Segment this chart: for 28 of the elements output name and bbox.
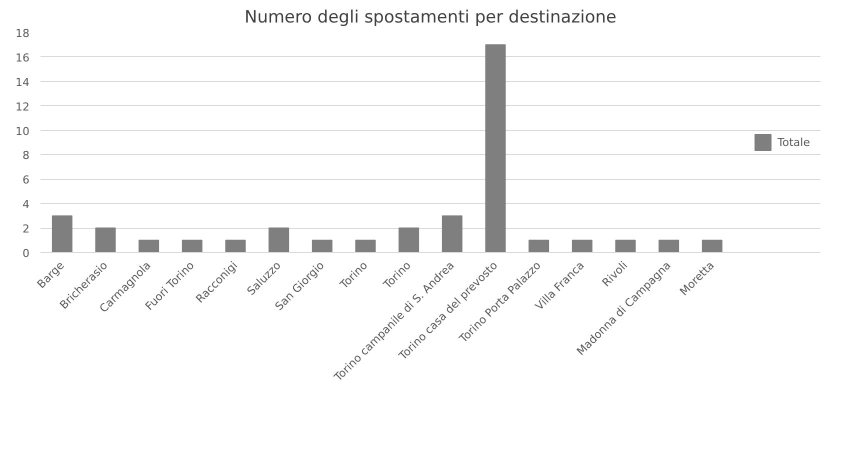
bar xyxy=(658,240,680,252)
bar xyxy=(442,215,462,252)
y-tick-label: 4 xyxy=(22,198,30,212)
legend-label: Totale xyxy=(778,136,810,148)
bar xyxy=(398,228,420,252)
bar xyxy=(528,240,550,252)
bar xyxy=(355,240,376,252)
bar xyxy=(312,240,332,252)
bar xyxy=(225,240,246,252)
bar xyxy=(138,240,160,252)
y-tick-label: 0 xyxy=(22,247,30,260)
y-tick-label: 2 xyxy=(22,222,30,236)
y-tick-label: 14 xyxy=(16,76,30,89)
y-tick-label: 16 xyxy=(16,51,30,64)
bar xyxy=(52,215,72,252)
chart-title: Numero degli spostamenti per destinazione xyxy=(244,8,617,28)
bar xyxy=(485,44,506,252)
bar xyxy=(615,240,636,252)
bar xyxy=(268,228,290,252)
y-tick-label: 12 xyxy=(16,100,30,114)
y-tick-label: 10 xyxy=(16,124,30,138)
y-tick-label: 8 xyxy=(22,149,30,162)
bar xyxy=(95,228,116,252)
bar xyxy=(572,240,592,252)
bar xyxy=(702,240,722,252)
y-tick-label: 18 xyxy=(16,27,30,40)
y-tick-label: 6 xyxy=(22,174,30,187)
bar xyxy=(182,240,202,252)
